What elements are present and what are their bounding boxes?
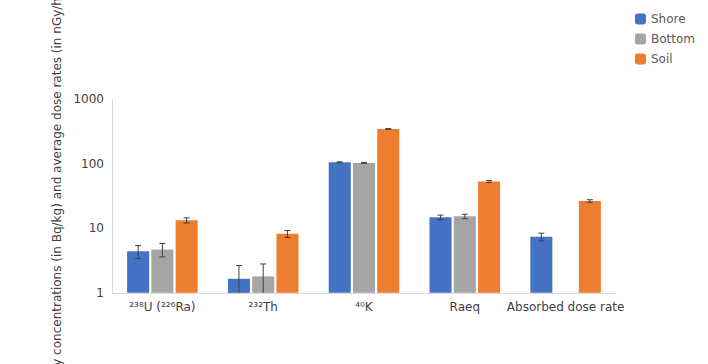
svg-text:Absorbed dose rate: Absorbed dose rate — [507, 300, 625, 314]
svg-text:Soil: Soil — [651, 52, 673, 66]
svg-text:Activity concentrations (in Bq: Activity concentrations (in Bq/kg) and a… — [50, 0, 64, 364]
svg-text:²³⁸U (²²⁶Ra): ²³⁸U (²²⁶Ra) — [129, 300, 195, 314]
svg-text:Shore: Shore — [651, 12, 686, 26]
svg-text:⁴⁰K: ⁴⁰K — [355, 300, 374, 314]
svg-text:Raeq: Raeq — [450, 300, 480, 314]
svg-text:1: 1 — [96, 286, 104, 300]
svg-text:²³²Th: ²³²Th — [249, 300, 278, 314]
svg-text:100: 100 — [81, 157, 104, 171]
svg-text:10: 10 — [89, 221, 104, 235]
svg-text:1000: 1000 — [73, 92, 104, 106]
svg-text:Bottom: Bottom — [651, 32, 695, 46]
